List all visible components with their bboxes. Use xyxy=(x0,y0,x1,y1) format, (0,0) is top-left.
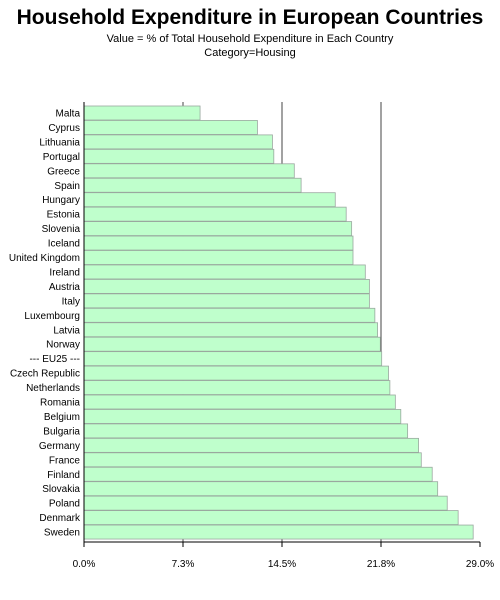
bar xyxy=(83,336,381,352)
category-label: Greece xyxy=(47,166,80,177)
category-label: Malta xyxy=(56,109,81,120)
x-tick-label: 14.5% xyxy=(268,559,296,570)
category-label: United Kingdom xyxy=(9,253,80,264)
category-label: Netherlands xyxy=(26,383,80,394)
x-tick-label: 7.3% xyxy=(172,559,195,570)
category-label: Finland xyxy=(47,470,80,481)
bars xyxy=(83,105,474,540)
bar xyxy=(83,134,273,150)
bar xyxy=(83,437,419,453)
category-label: Poland xyxy=(49,499,80,510)
bar xyxy=(83,524,474,540)
category-label: Italy xyxy=(62,296,80,307)
category-label: Estonia xyxy=(47,210,81,221)
bar xyxy=(83,278,370,294)
category-label: France xyxy=(49,455,81,466)
bar xyxy=(83,452,422,468)
bar xyxy=(83,495,448,511)
bar xyxy=(83,322,378,338)
bar xyxy=(83,394,396,410)
category-label: Slovenia xyxy=(42,224,81,235)
bar xyxy=(83,221,353,237)
bar xyxy=(83,307,376,323)
category-label: Belgium xyxy=(44,412,80,423)
category-label: Slovakia xyxy=(42,484,80,495)
bar xyxy=(83,293,370,309)
bar xyxy=(83,120,258,135)
category-labels: Malta Cyprus Lithuania Portugal Greece Spain H… xyxy=(9,109,81,539)
bar xyxy=(83,192,336,208)
x-tick-label: 0.0% xyxy=(73,559,96,570)
x-tick-label: 29.0% xyxy=(466,559,494,570)
category-label: Portugal xyxy=(43,152,80,163)
category-label: Cyprus xyxy=(48,123,80,134)
category-label: Sweden xyxy=(44,528,80,539)
bar xyxy=(83,481,439,497)
category-label: Czech Republic xyxy=(10,369,80,380)
bar xyxy=(83,365,389,381)
bar xyxy=(83,351,383,367)
category-label: Ireland xyxy=(49,267,80,278)
category-label: Spain xyxy=(54,181,80,192)
category-label: Luxembourg xyxy=(24,311,80,322)
bar xyxy=(83,105,201,121)
category-label: Austria xyxy=(49,282,81,293)
category-label: Latvia xyxy=(53,325,80,336)
category-label: --- EU25 --- xyxy=(29,354,80,365)
bar xyxy=(83,250,354,265)
chart-subtitle: Value = % of Total Household Expenditure… xyxy=(106,33,394,45)
chart-title: Household Expenditure in European Countr… xyxy=(16,6,484,29)
bar xyxy=(83,163,295,179)
chart-category-subtitle: Category=Housing xyxy=(204,47,296,59)
bar xyxy=(83,423,409,439)
bar xyxy=(83,177,302,193)
bar xyxy=(83,409,402,424)
category-label: Germany xyxy=(39,441,80,452)
category-label: Denmark xyxy=(39,513,81,524)
category-label: Bulgaria xyxy=(43,426,80,437)
category-label: Norway xyxy=(46,340,80,351)
bar xyxy=(83,148,275,164)
category-label: Lithuania xyxy=(39,137,80,148)
bar xyxy=(83,264,366,280)
category-label: Hungary xyxy=(42,195,80,206)
axes xyxy=(83,102,481,547)
x-tick-label: 21.8% xyxy=(367,559,395,570)
bar xyxy=(83,206,347,222)
bar xyxy=(83,510,459,526)
bar xyxy=(83,466,433,482)
tick-labels: 0.0% 7.3% 14.5% 21.8% 29.0% xyxy=(73,559,495,570)
bar xyxy=(83,380,391,395)
category-label: Romania xyxy=(40,398,80,409)
category-label: Iceland xyxy=(48,239,80,250)
bar xyxy=(83,235,354,251)
